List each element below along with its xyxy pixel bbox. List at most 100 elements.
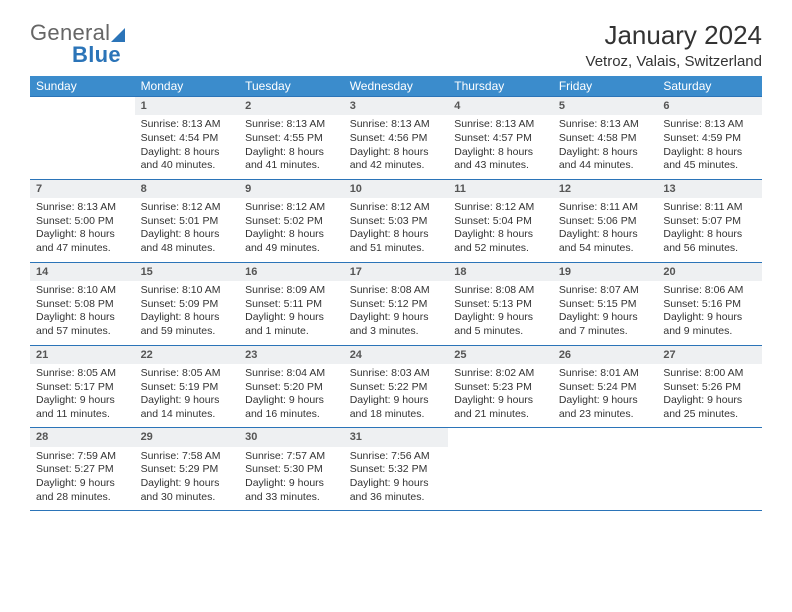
daylight-text: Daylight: 8 hours and 51 minutes. [350, 228, 443, 255]
sunrise-text: Sunrise: 8:12 AM [350, 201, 443, 215]
day-number: 25 [448, 346, 553, 364]
day-cell-26: 26Sunrise: 8:01 AMSunset: 5:24 PMDayligh… [553, 345, 658, 428]
day-cell-empty: . [553, 428, 658, 511]
day-cell-1: 1Sunrise: 8:13 AMSunset: 4:54 PMDaylight… [135, 97, 240, 180]
sunrise-text: Sunrise: 8:10 AM [141, 284, 234, 298]
day-cell-19: 19Sunrise: 8:07 AMSunset: 5:15 PMDayligh… [553, 262, 658, 345]
weekday-sunday: Sunday [30, 76, 135, 97]
sunrise-text: Sunrise: 8:12 AM [454, 201, 547, 215]
brand-logo: GeneralBlue [30, 20, 125, 68]
sunset-text: Sunset: 5:12 PM [350, 298, 443, 312]
day-cell-empty: . [657, 428, 762, 511]
daylight-text: Daylight: 9 hours and 14 minutes. [141, 394, 234, 421]
day-number: 19 [553, 263, 658, 281]
sunset-text: Sunset: 5:23 PM [454, 381, 547, 395]
daylight-text: Daylight: 8 hours and 47 minutes. [36, 228, 129, 255]
page-header: GeneralBlue January 2024 Vetroz, Valais,… [30, 20, 762, 70]
day-number: 14 [30, 263, 135, 281]
sunrise-text: Sunrise: 8:05 AM [141, 367, 234, 381]
sunrise-text: Sunrise: 7:56 AM [350, 450, 443, 464]
day-details: Sunrise: 8:13 AMSunset: 5:00 PMDaylight:… [30, 198, 135, 262]
day-number: 28 [30, 428, 135, 446]
sunset-text: Sunset: 5:01 PM [141, 215, 234, 229]
calendar-row: 14Sunrise: 8:10 AMSunset: 5:08 PMDayligh… [30, 262, 762, 345]
daylight-text: Daylight: 8 hours and 43 minutes. [454, 146, 547, 173]
sunset-text: Sunset: 5:00 PM [36, 215, 129, 229]
day-cell-27: 27Sunrise: 8:00 AMSunset: 5:26 PMDayligh… [657, 345, 762, 428]
sunset-text: Sunset: 4:56 PM [350, 132, 443, 146]
day-cell-7: 7Sunrise: 8:13 AMSunset: 5:00 PMDaylight… [30, 179, 135, 262]
sunrise-text: Sunrise: 8:11 AM [559, 201, 652, 215]
day-details: Sunrise: 8:00 AMSunset: 5:26 PMDaylight:… [657, 364, 762, 428]
sunrise-text: Sunrise: 8:13 AM [350, 118, 443, 132]
day-cell-28: 28Sunrise: 7:59 AMSunset: 5:27 PMDayligh… [30, 428, 135, 511]
sunrise-text: Sunrise: 8:10 AM [36, 284, 129, 298]
sunrise-text: Sunrise: 8:12 AM [141, 201, 234, 215]
day-cell-20: 20Sunrise: 8:06 AMSunset: 5:16 PMDayligh… [657, 262, 762, 345]
day-number: 31 [344, 428, 449, 446]
title-block: January 2024 Vetroz, Valais, Switzerland [586, 20, 762, 70]
day-number: 24 [344, 346, 449, 364]
day-details: Sunrise: 8:09 AMSunset: 5:11 PMDaylight:… [239, 281, 344, 345]
day-number: 29 [135, 428, 240, 446]
sunset-text: Sunset: 5:15 PM [559, 298, 652, 312]
daylight-text: Daylight: 9 hours and 9 minutes. [663, 311, 756, 338]
day-number: 30 [239, 428, 344, 446]
sunset-text: Sunset: 5:29 PM [141, 463, 234, 477]
calendar-table: SundayMondayTuesdayWednesdayThursdayFrid… [30, 76, 762, 511]
sunrise-text: Sunrise: 8:03 AM [350, 367, 443, 381]
day-details: Sunrise: 8:05 AMSunset: 5:17 PMDaylight:… [30, 364, 135, 428]
sunrise-text: Sunrise: 7:57 AM [245, 450, 338, 464]
sunset-text: Sunset: 5:16 PM [663, 298, 756, 312]
daylight-text: Daylight: 8 hours and 59 minutes. [141, 311, 234, 338]
day-details: Sunrise: 8:08 AMSunset: 5:12 PMDaylight:… [344, 281, 449, 345]
day-details: Sunrise: 8:12 AMSunset: 5:02 PMDaylight:… [239, 198, 344, 262]
daylight-text: Daylight: 9 hours and 11 minutes. [36, 394, 129, 421]
sunrise-text: Sunrise: 8:13 AM [245, 118, 338, 132]
daylight-text: Daylight: 8 hours and 40 minutes. [141, 146, 234, 173]
sunrise-text: Sunrise: 8:02 AM [454, 367, 547, 381]
sunrise-text: Sunrise: 8:06 AM [663, 284, 756, 298]
sunset-text: Sunset: 4:54 PM [141, 132, 234, 146]
day-cell-12: 12Sunrise: 8:11 AMSunset: 5:06 PMDayligh… [553, 179, 658, 262]
daylight-text: Daylight: 9 hours and 23 minutes. [559, 394, 652, 421]
day-details: Sunrise: 8:01 AMSunset: 5:24 PMDaylight:… [553, 364, 658, 428]
day-details: Sunrise: 8:07 AMSunset: 5:15 PMDaylight:… [553, 281, 658, 345]
day-details: Sunrise: 8:12 AMSunset: 5:04 PMDaylight:… [448, 198, 553, 262]
day-details: Sunrise: 7:59 AMSunset: 5:27 PMDaylight:… [30, 447, 135, 511]
day-cell-15: 15Sunrise: 8:10 AMSunset: 5:09 PMDayligh… [135, 262, 240, 345]
daylight-text: Daylight: 9 hours and 28 minutes. [36, 477, 129, 504]
sunrise-text: Sunrise: 8:05 AM [36, 367, 129, 381]
sunrise-text: Sunrise: 8:07 AM [559, 284, 652, 298]
daylight-text: Daylight: 9 hours and 16 minutes. [245, 394, 338, 421]
daylight-text: Daylight: 9 hours and 3 minutes. [350, 311, 443, 338]
day-details: Sunrise: 8:10 AMSunset: 5:09 PMDaylight:… [135, 281, 240, 345]
day-number: 1 [135, 97, 240, 115]
day-cell-8: 8Sunrise: 8:12 AMSunset: 5:01 PMDaylight… [135, 179, 240, 262]
sunrise-text: Sunrise: 7:59 AM [36, 450, 129, 464]
day-details: Sunrise: 8:12 AMSunset: 5:01 PMDaylight:… [135, 198, 240, 262]
sunrise-text: Sunrise: 8:01 AM [559, 367, 652, 381]
calendar-row: .1Sunrise: 8:13 AMSunset: 4:54 PMDayligh… [30, 97, 762, 180]
sunrise-text: Sunrise: 8:09 AM [245, 284, 338, 298]
day-cell-18: 18Sunrise: 8:08 AMSunset: 5:13 PMDayligh… [448, 262, 553, 345]
day-number: 11 [448, 180, 553, 198]
day-details: Sunrise: 8:13 AMSunset: 4:54 PMDaylight:… [135, 115, 240, 179]
daylight-text: Daylight: 8 hours and 57 minutes. [36, 311, 129, 338]
day-details: Sunrise: 8:02 AMSunset: 5:23 PMDaylight:… [448, 364, 553, 428]
daylight-text: Daylight: 9 hours and 30 minutes. [141, 477, 234, 504]
daylight-text: Daylight: 8 hours and 48 minutes. [141, 228, 234, 255]
sunset-text: Sunset: 5:07 PM [663, 215, 756, 229]
day-details: Sunrise: 7:56 AMSunset: 5:32 PMDaylight:… [344, 447, 449, 511]
daylight-text: Daylight: 9 hours and 33 minutes. [245, 477, 338, 504]
sail-icon [111, 28, 125, 42]
day-details: Sunrise: 8:05 AMSunset: 5:19 PMDaylight:… [135, 364, 240, 428]
sunset-text: Sunset: 4:55 PM [245, 132, 338, 146]
sunset-text: Sunset: 5:26 PM [663, 381, 756, 395]
sunrise-text: Sunrise: 8:11 AM [663, 201, 756, 215]
sunset-text: Sunset: 4:57 PM [454, 132, 547, 146]
daylight-text: Daylight: 9 hours and 7 minutes. [559, 311, 652, 338]
day-number: 13 [657, 180, 762, 198]
day-cell-25: 25Sunrise: 8:02 AMSunset: 5:23 PMDayligh… [448, 345, 553, 428]
day-details: Sunrise: 8:13 AMSunset: 4:58 PMDaylight:… [553, 115, 658, 179]
